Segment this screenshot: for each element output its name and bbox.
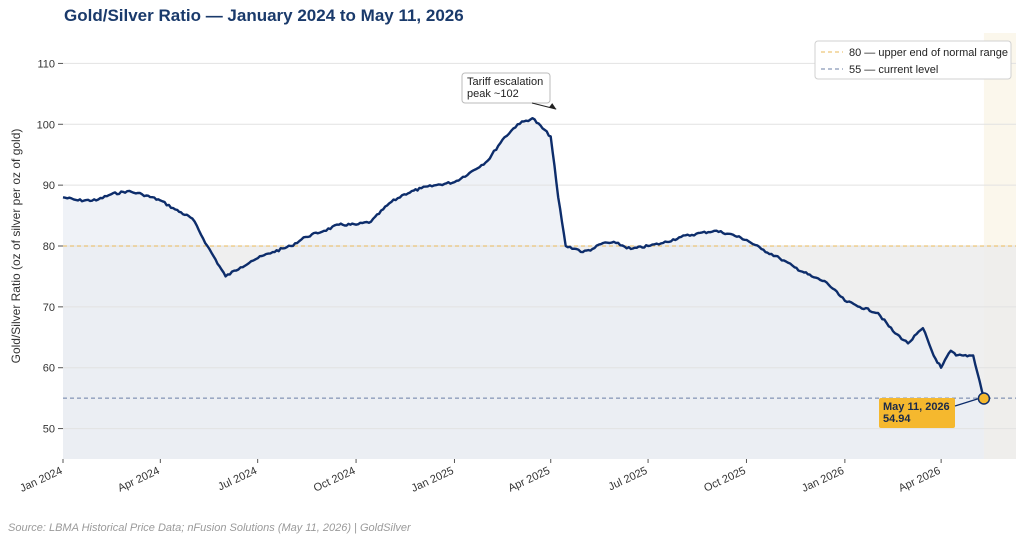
y-tick-label: 100 [37, 119, 55, 131]
x-tick-label: Apr 2025 [506, 465, 552, 495]
x-tick-label: Jan 2026 [800, 465, 846, 495]
legend-entry: 55 — current level [849, 64, 938, 76]
y-tick-label: 60 [43, 363, 55, 375]
last-value-box [879, 398, 955, 428]
ratio-area [63, 118, 984, 459]
last-value-text: May 11, 2026 [883, 401, 950, 413]
last-value-text: 54.94 [883, 413, 911, 425]
y-tick-label: 50 [43, 424, 55, 436]
x-tick-label: Oct 2024 [312, 465, 358, 495]
ratio-series-line [62, 117, 986, 399]
legend-entry: 80 — upper end of normal range [849, 47, 1008, 59]
peak-annotation-arrowhead [549, 103, 557, 110]
x-tick-label: Jul 2024 [216, 465, 259, 493]
peak-annotation-box [461, 72, 551, 104]
x-tick-label: Jan 2024 [18, 465, 64, 495]
source-note: Source: LBMA Historical Price Data; nFus… [8, 522, 411, 534]
peak-annotation-arrow [531, 102, 557, 110]
x-tick-label: Jul 2025 [607, 465, 650, 493]
y-axis-label: Gold/Silver Ratio (oz of silver per oz o… [9, 129, 23, 364]
peak-annotation-text: Tariff escalation [467, 76, 543, 88]
x-tick-label: Apr 2024 [116, 465, 162, 495]
y-tick-label: 90 [43, 180, 55, 192]
peak-annotation-text: peak ~102 [467, 88, 519, 100]
x-tick-label: Jan 2025 [410, 465, 456, 495]
last-value-connector [954, 397, 980, 407]
y-tick-label: 70 [43, 302, 55, 314]
y-tick-label: 110 [37, 58, 55, 70]
x-tick-label: Apr 2026 [897, 465, 943, 495]
chart-title: Gold/Silver Ratio — January 2024 to May … [64, 6, 464, 25]
last-point-marker [977, 392, 991, 405]
x-tick-label: Oct 2025 [702, 465, 748, 495]
y-tick-label: 80 [43, 241, 55, 253]
legend-box [814, 40, 1012, 80]
